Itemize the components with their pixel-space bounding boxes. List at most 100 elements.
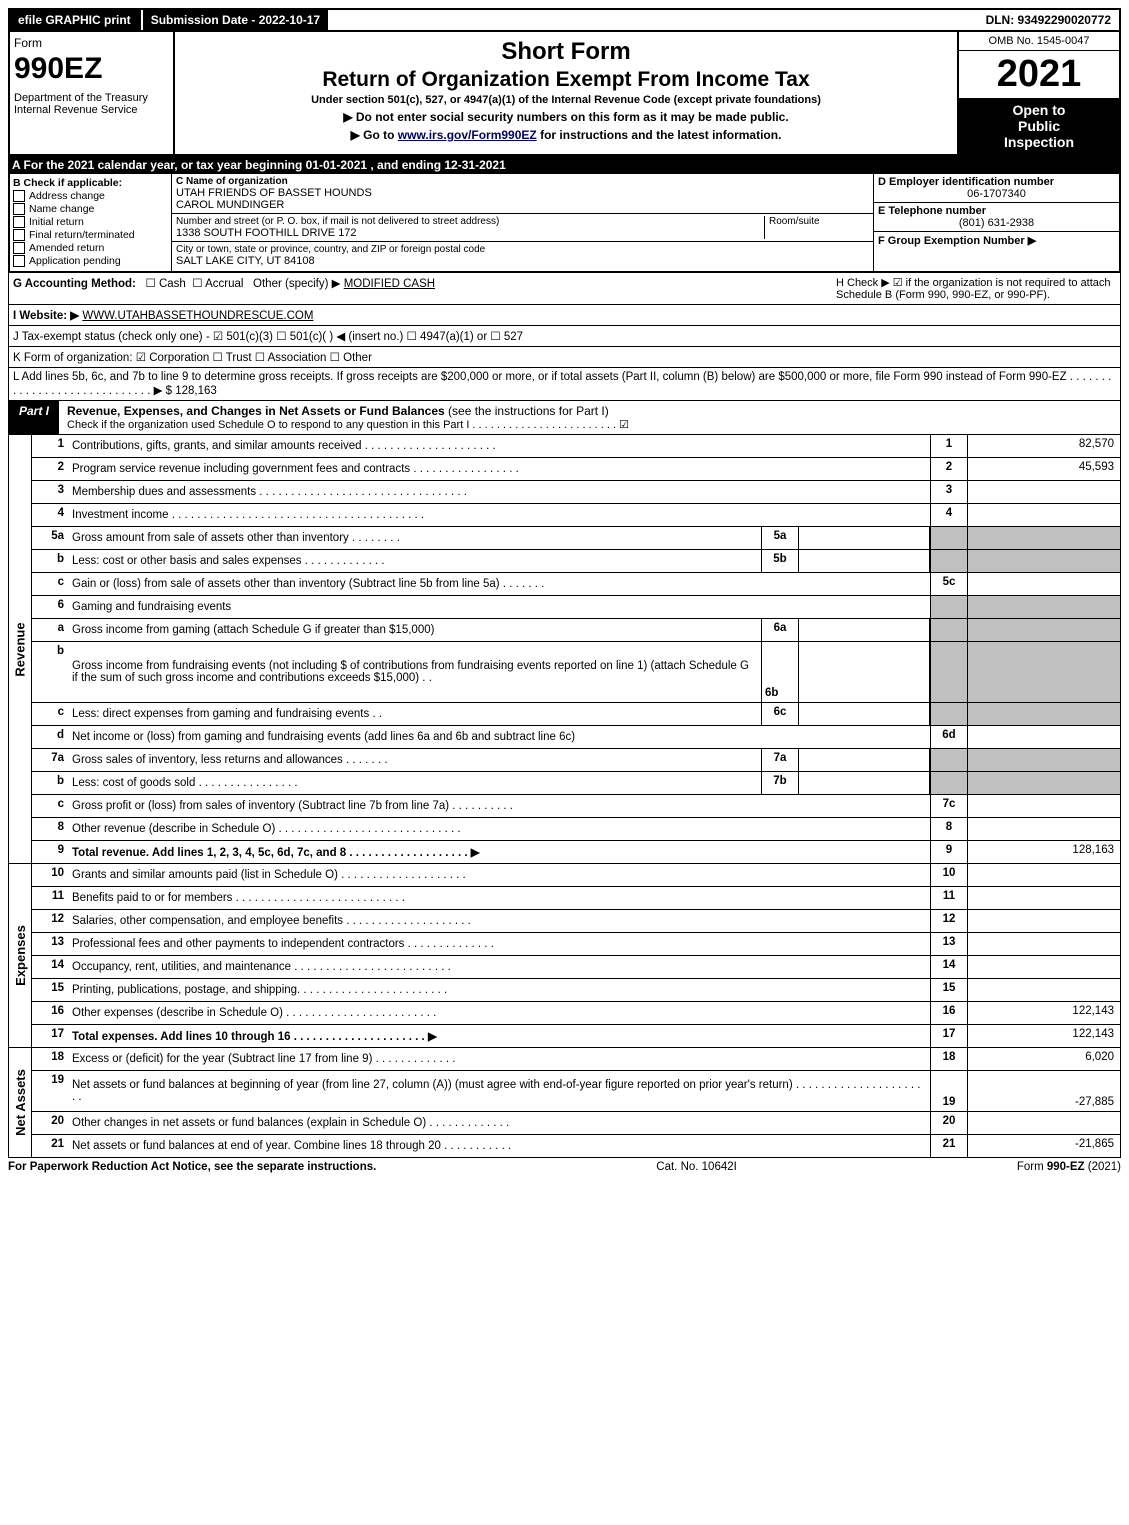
section-l-value: 128,163 (175, 385, 217, 397)
section-j: J Tax-exempt status (check only one) - ☑… (8, 326, 1121, 347)
line-14: 14Occupancy, rent, utilities, and mainte… (32, 956, 1120, 979)
label-city: City or town, state or province, country… (176, 244, 869, 255)
website-value[interactable]: WWW.UTAHBASSETHOUNDRESCUE.COM (82, 310, 313, 322)
line-19: 19Net assets or fund balances at beginni… (32, 1071, 1120, 1112)
section-b-label: B Check if applicable: (13, 177, 168, 189)
opt-other: Other (specify) ▶ (253, 278, 340, 290)
label-accounting: G Accounting Method: (13, 278, 136, 290)
chk-initial-return[interactable]: Initial return (13, 216, 168, 228)
inspection-box: Open to Public Inspection (959, 98, 1119, 154)
header-right: OMB No. 1545-0047 2021 Open to Public In… (957, 32, 1119, 154)
header-left: Form 990EZ Department of the Treasury In… (10, 32, 175, 154)
note-link: ▶ Go to www.irs.gov/Form990EZ for instru… (179, 128, 953, 142)
department-label: Department of the Treasury Internal Reve… (14, 92, 169, 116)
line-7b: bLess: cost of goods sold . . . . . . . … (32, 772, 1120, 795)
title-return: Return of Organization Exempt From Incom… (179, 68, 953, 92)
line-8: 8Other revenue (describe in Schedule O) … (32, 818, 1120, 841)
inspection-line2: Public (963, 118, 1115, 134)
ein-value: 06-1707340 (878, 188, 1115, 200)
top-bar: efile GRAPHIC print Submission Date - 20… (8, 8, 1121, 32)
line-15: 15Printing, publications, postage, and s… (32, 979, 1120, 1002)
org-name-row: C Name of organization UTAH FRIENDS OF B… (172, 174, 873, 214)
line-4: 4Investment income . . . . . . . . . . .… (32, 504, 1120, 527)
street-value: 1338 SOUTH FOOTHILL DRIVE 172 (176, 227, 764, 239)
line-6a: aGross income from gaming (attach Schedu… (32, 619, 1120, 642)
line-17: 17Total expenses. Add lines 10 through 1… (32, 1025, 1120, 1047)
line-7a: 7aGross sales of inventory, less returns… (32, 749, 1120, 772)
line-9: 9Total revenue. Add lines 1, 2, 3, 4, 5c… (32, 841, 1120, 863)
section-l: L Add lines 5b, 6c, and 7b to line 9 to … (8, 368, 1121, 401)
section-a: A For the 2021 calendar year, or tax yea… (8, 156, 1121, 174)
note-ssn: ▶ Do not enter social security numbers o… (179, 110, 953, 124)
revenue-side-label: Revenue (9, 435, 32, 863)
top-bar-left: efile GRAPHIC print Submission Date - 20… (10, 10, 330, 30)
ein-row: D Employer identification number 06-1707… (874, 174, 1119, 203)
opt-accrual: Accrual (205, 278, 243, 290)
netassets-section: Net Assets 18Excess or (deficit) for the… (8, 1048, 1121, 1158)
form-number: 990EZ (14, 52, 169, 86)
note-link-post: for instructions and the latest informat… (537, 128, 782, 142)
line-6d: dNet income or (loss) from gaming and fu… (32, 726, 1120, 749)
line-7c: cGross profit or (loss) from sales of in… (32, 795, 1120, 818)
section-k: K Form of organization: ☑ Corporation ☐ … (8, 347, 1121, 368)
line-6: 6Gaming and fundraising events (32, 596, 1120, 619)
inspection-line1: Open to (963, 102, 1115, 118)
form-header: Form 990EZ Department of the Treasury In… (8, 32, 1121, 156)
label-ein: D Employer identification number (878, 176, 1115, 188)
revenue-section: Revenue 1Contributions, gifts, grants, a… (8, 435, 1121, 864)
room-suite-label: Room/suite (764, 216, 869, 239)
city-row: City or town, state or province, country… (172, 242, 873, 269)
line-18: 18Excess or (deficit) for the year (Subt… (32, 1048, 1120, 1071)
label-org-name: C Name of organization (176, 176, 869, 187)
accounting-value: MODIFIED CASH (344, 278, 435, 290)
opt-cash: Cash (159, 278, 186, 290)
tax-year: 2021 (959, 51, 1119, 98)
part1-title: Revenue, Expenses, and Changes in Net As… (59, 401, 1120, 434)
page-footer: For Paperwork Reduction Act Notice, see … (8, 1158, 1121, 1176)
title-short-form: Short Form (179, 38, 953, 66)
footer-left: For Paperwork Reduction Act Notice, see … (8, 1161, 376, 1173)
part1-check-line: Check if the organization used Schedule … (67, 418, 1112, 431)
info-row: B Check if applicable: Address change Na… (8, 174, 1121, 273)
line-5b: bLess: cost or other basis and sales exp… (32, 550, 1120, 573)
org-name: UTAH FRIENDS OF BASSET HOUNDS (176, 187, 869, 199)
irs-link[interactable]: www.irs.gov/Form990EZ (398, 128, 537, 142)
label-group: F Group Exemption Number ▶ (878, 234, 1115, 247)
inspection-line3: Inspection (963, 134, 1115, 150)
line-2: 2Program service revenue including gover… (32, 458, 1120, 481)
part1-header: Part I Revenue, Expenses, and Changes in… (8, 401, 1121, 435)
phone-value: (801) 631-2938 (878, 217, 1115, 229)
label-street: Number and street (or P. O. box, if mail… (176, 216, 764, 227)
phone-row: E Telephone number (801) 631-2938 (874, 203, 1119, 232)
section-c: C Name of organization UTAH FRIENDS OF B… (172, 174, 873, 271)
chk-application-pending[interactable]: Application pending (13, 255, 168, 267)
line-10: 10Grants and similar amounts paid (list … (32, 864, 1120, 887)
section-d: D Employer identification number 06-1707… (873, 174, 1119, 271)
line-13: 13Professional fees and other payments t… (32, 933, 1120, 956)
chk-final-return[interactable]: Final return/terminated (13, 229, 168, 241)
chk-address-change[interactable]: Address change (13, 190, 168, 202)
section-i: I Website: ▶ WWW.UTAHBASSETHOUNDRESCUE.C… (8, 305, 1121, 326)
submission-date-button[interactable]: Submission Date - 2022-10-17 (141, 10, 330, 30)
chk-name-change[interactable]: Name change (13, 203, 168, 215)
footer-center: Cat. No. 10642I (656, 1161, 737, 1173)
line-6c: cLess: direct expenses from gaming and f… (32, 703, 1120, 726)
line-5c: cGain or (loss) from sale of assets othe… (32, 573, 1120, 596)
note-link-pre: ▶ Go to (351, 128, 398, 142)
omb-number: OMB No. 1545-0047 (959, 32, 1119, 51)
group-row: F Group Exemption Number ▶ (874, 232, 1119, 249)
label-website: I Website: ▶ (13, 310, 79, 322)
efile-print-button[interactable]: efile GRAPHIC print (10, 10, 141, 30)
part1-label: Part I (9, 401, 59, 434)
line-5a: 5aGross amount from sale of assets other… (32, 527, 1120, 550)
care-of: CAROL MUNDINGER (176, 199, 869, 211)
city-value: SALT LAKE CITY, UT 84108 (176, 255, 869, 267)
line-12: 12Salaries, other compensation, and empl… (32, 910, 1120, 933)
netassets-side-label: Net Assets (9, 1048, 32, 1157)
line-3: 3Membership dues and assessments . . . .… (32, 481, 1120, 504)
line-21: 21Net assets or fund balances at end of … (32, 1135, 1120, 1157)
chk-amended-return[interactable]: Amended return (13, 242, 168, 254)
expenses-side-label: Expenses (9, 864, 32, 1047)
dln-value: DLN: 93492290020772 (978, 10, 1119, 30)
label-phone: E Telephone number (878, 205, 1115, 217)
